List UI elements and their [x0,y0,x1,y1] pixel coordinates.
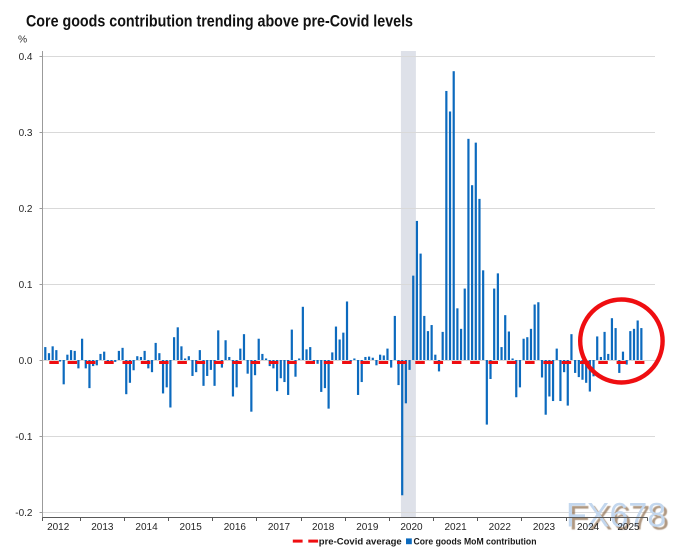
svg-text:%: % [18,34,27,45]
svg-text:2012: 2012 [47,522,70,533]
svg-text:2015: 2015 [180,522,203,533]
svg-text:2016: 2016 [224,522,247,533]
svg-text:-0.1: -0.1 [15,432,33,443]
svg-text:2014: 2014 [135,522,158,533]
svg-text:2022: 2022 [489,522,512,533]
svg-text:Core goods contribution trendi: Core goods contribution trending above p… [26,12,413,30]
svg-text:2020: 2020 [400,522,423,533]
svg-text:2021: 2021 [445,522,468,533]
svg-text:2025: 2025 [617,522,640,533]
svg-text:Core goods MoM contribution: Core goods MoM contribution [414,537,537,548]
svg-text:pre-Covid average: pre-Covid average [319,537,402,548]
svg-text:0.4: 0.4 [19,52,33,63]
svg-text:2018: 2018 [312,522,335,533]
svg-text:2024: 2024 [577,522,600,533]
svg-text:2013: 2013 [91,522,114,533]
svg-text:0.3: 0.3 [19,128,33,139]
svg-text:2023: 2023 [533,522,556,533]
svg-text:FX678: FX678 [566,497,666,535]
svg-text:2019: 2019 [356,522,379,533]
svg-text:0.0: 0.0 [19,356,33,367]
svg-text:0.1: 0.1 [19,280,33,291]
svg-text:2017: 2017 [268,522,291,533]
svg-text:0.2: 0.2 [19,204,33,215]
svg-text:-0.2: -0.2 [15,508,33,519]
